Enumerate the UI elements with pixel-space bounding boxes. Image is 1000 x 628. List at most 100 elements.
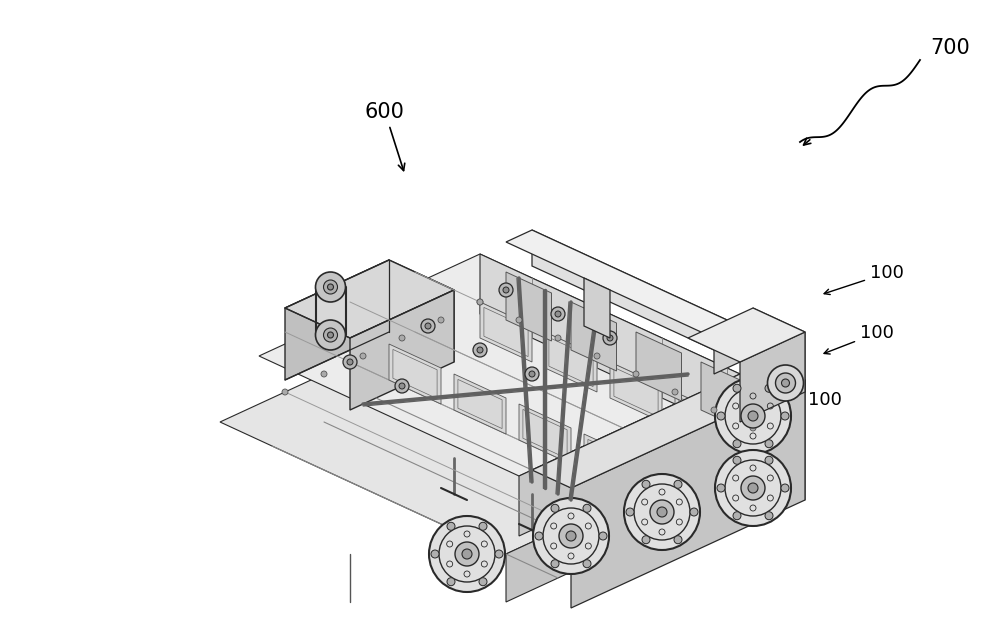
Polygon shape <box>506 230 740 338</box>
Circle shape <box>607 335 613 341</box>
Circle shape <box>321 371 327 377</box>
Circle shape <box>782 379 790 387</box>
Polygon shape <box>285 260 454 338</box>
Polygon shape <box>532 230 740 362</box>
Circle shape <box>399 383 405 389</box>
Circle shape <box>551 307 565 321</box>
Circle shape <box>360 353 366 359</box>
Circle shape <box>781 412 789 420</box>
Text: 100: 100 <box>676 459 756 488</box>
Circle shape <box>748 411 758 421</box>
Circle shape <box>477 299 483 305</box>
Polygon shape <box>571 380 805 608</box>
Circle shape <box>462 549 472 559</box>
Circle shape <box>479 578 487 586</box>
Circle shape <box>781 484 789 492</box>
Polygon shape <box>532 362 805 488</box>
Circle shape <box>525 367 539 381</box>
Circle shape <box>741 476 765 500</box>
Polygon shape <box>389 260 454 362</box>
Circle shape <box>583 560 591 568</box>
Polygon shape <box>610 362 662 422</box>
Circle shape <box>533 498 609 574</box>
Circle shape <box>672 389 678 395</box>
Polygon shape <box>480 254 740 434</box>
Circle shape <box>624 474 700 550</box>
Polygon shape <box>453 540 481 568</box>
Polygon shape <box>740 332 805 422</box>
Circle shape <box>316 320 346 350</box>
Polygon shape <box>766 362 805 500</box>
Polygon shape <box>480 302 532 362</box>
Circle shape <box>324 328 338 342</box>
Text: 100: 100 <box>824 324 894 354</box>
Circle shape <box>529 371 535 377</box>
Circle shape <box>657 507 667 517</box>
Circle shape <box>566 531 576 541</box>
Circle shape <box>447 578 455 586</box>
Circle shape <box>551 560 559 568</box>
Circle shape <box>347 359 353 365</box>
Text: 100: 100 <box>762 391 842 420</box>
Circle shape <box>650 500 674 524</box>
Circle shape <box>429 516 505 592</box>
Circle shape <box>733 440 741 448</box>
Polygon shape <box>648 498 676 526</box>
Circle shape <box>765 440 773 448</box>
Circle shape <box>776 373 796 393</box>
Circle shape <box>690 508 698 516</box>
Circle shape <box>765 512 773 520</box>
Polygon shape <box>584 278 610 338</box>
Circle shape <box>583 504 591 512</box>
Circle shape <box>642 536 650 544</box>
Circle shape <box>399 335 405 341</box>
Text: 100: 100 <box>534 514 609 543</box>
Circle shape <box>328 284 334 290</box>
Circle shape <box>395 379 409 393</box>
Polygon shape <box>675 392 727 452</box>
Circle shape <box>495 550 503 558</box>
Polygon shape <box>506 434 766 602</box>
Circle shape <box>535 532 543 540</box>
Polygon shape <box>454 374 506 434</box>
Circle shape <box>421 319 435 333</box>
Polygon shape <box>545 332 597 392</box>
Circle shape <box>516 317 522 323</box>
Circle shape <box>674 536 682 544</box>
Circle shape <box>555 311 561 317</box>
Circle shape <box>750 425 756 431</box>
Circle shape <box>343 355 357 369</box>
Circle shape <box>741 404 765 428</box>
Polygon shape <box>519 374 740 536</box>
Circle shape <box>642 480 650 489</box>
Polygon shape <box>701 362 746 431</box>
Circle shape <box>765 457 773 464</box>
Circle shape <box>425 323 431 329</box>
Circle shape <box>748 483 758 493</box>
Circle shape <box>733 457 741 464</box>
Circle shape <box>674 480 682 489</box>
Circle shape <box>733 384 741 392</box>
Circle shape <box>473 343 487 357</box>
Circle shape <box>715 378 791 454</box>
Circle shape <box>328 332 334 338</box>
Polygon shape <box>584 434 636 494</box>
Circle shape <box>282 389 288 395</box>
Polygon shape <box>285 260 389 380</box>
Circle shape <box>503 287 509 293</box>
Circle shape <box>316 272 346 302</box>
Circle shape <box>499 283 513 297</box>
Circle shape <box>633 371 639 377</box>
Text: 100: 100 <box>824 264 904 295</box>
Polygon shape <box>739 402 767 430</box>
Polygon shape <box>389 344 441 404</box>
Circle shape <box>551 504 559 512</box>
Circle shape <box>717 412 725 420</box>
Circle shape <box>715 450 791 526</box>
Circle shape <box>559 524 583 548</box>
Circle shape <box>768 365 804 401</box>
Circle shape <box>733 512 741 520</box>
Polygon shape <box>220 302 766 554</box>
Polygon shape <box>519 404 571 464</box>
Circle shape <box>447 522 455 530</box>
